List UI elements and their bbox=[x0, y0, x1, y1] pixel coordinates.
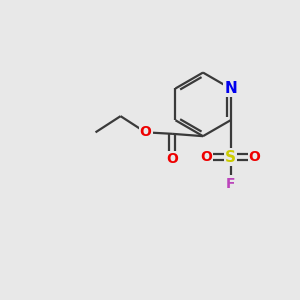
Text: O: O bbox=[249, 150, 261, 164]
Text: O: O bbox=[200, 150, 212, 164]
Text: N: N bbox=[224, 81, 237, 96]
Text: O: O bbox=[166, 152, 178, 166]
Text: S: S bbox=[225, 150, 236, 165]
Text: O: O bbox=[140, 125, 152, 139]
Text: F: F bbox=[226, 177, 235, 190]
